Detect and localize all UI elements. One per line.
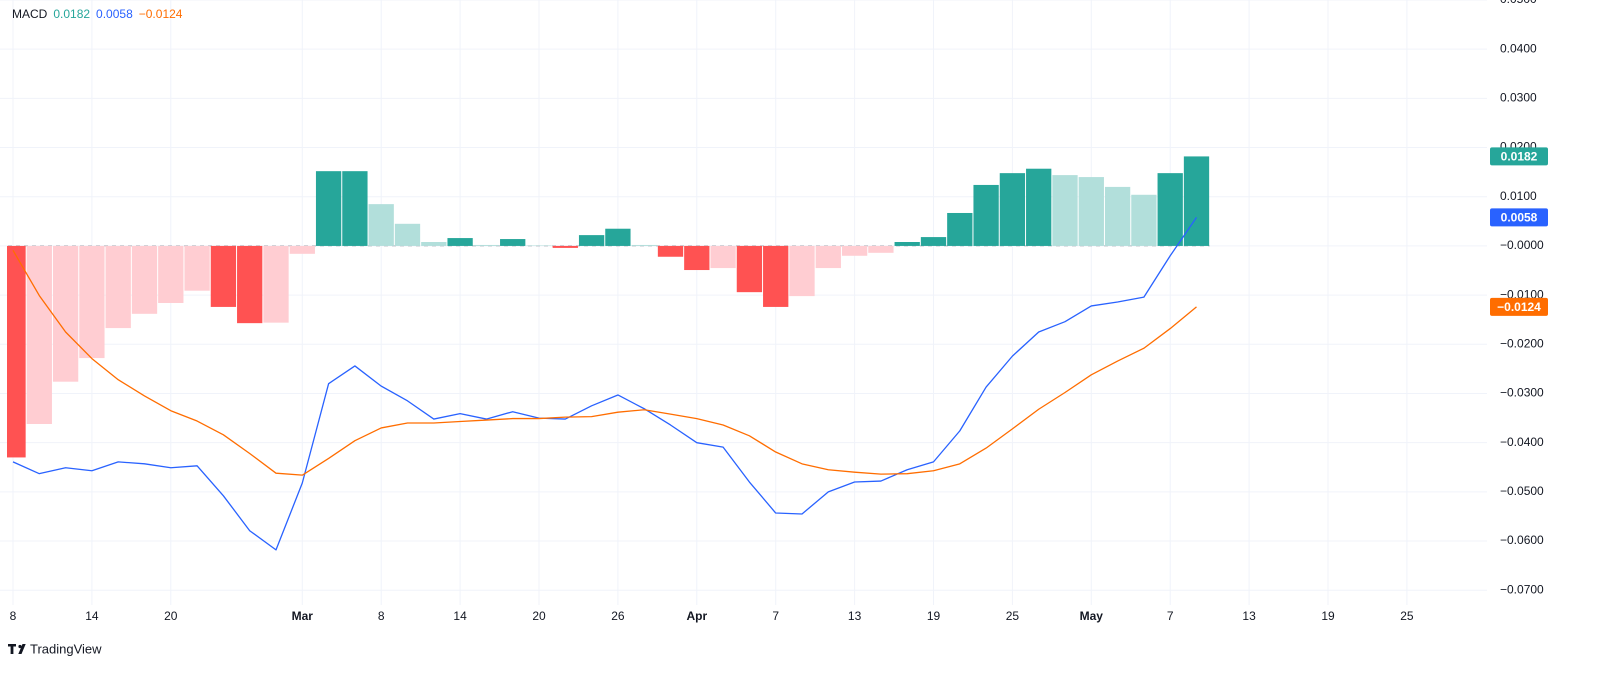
- logo-mark: [7, 644, 16, 654]
- histogram-bar: [841, 245, 868, 256]
- histogram-bar: [999, 173, 1026, 246]
- y-tick-label: 0.0100: [1500, 189, 1537, 203]
- histogram-bar: [526, 245, 552, 246]
- x-tick-label: 7: [772, 609, 779, 623]
- legend-title: MACD: [12, 7, 48, 21]
- histogram-bar: [184, 245, 210, 291]
- x-tick-label: Mar: [292, 609, 314, 623]
- price-badge-label: −0.0124: [1497, 300, 1541, 314]
- histogram-bar: [26, 245, 52, 424]
- histogram-bar: [237, 245, 263, 324]
- y-tick-label: −0.0000: [1500, 238, 1544, 252]
- y-tick-label: 0.0500: [1500, 0, 1537, 6]
- histogram-bar: [473, 244, 500, 246]
- histogram-bar: [920, 237, 947, 246]
- y-tick-label: −0.0700: [1500, 582, 1544, 596]
- price-badge-label: 0.0058: [1501, 211, 1538, 225]
- histogram-bar: [447, 238, 473, 246]
- price-badge: [1490, 297, 1548, 316]
- histogram-bar: [263, 245, 289, 323]
- histogram-bar: [868, 245, 894, 253]
- histogram-bar: [736, 245, 763, 293]
- histogram-bar: [631, 244, 657, 246]
- x-tick-label: 13: [1242, 609, 1256, 623]
- watermark: TradingView: [30, 641, 102, 656]
- histogram-bar: [7, 245, 26, 458]
- histogram-bar: [421, 242, 447, 246]
- logo-mark: [18, 644, 26, 654]
- histogram-bar: [973, 184, 999, 246]
- price-badge: [1490, 208, 1548, 227]
- x-tick-label: 13: [848, 609, 862, 623]
- x-tick-label: 19: [1321, 609, 1335, 623]
- x-tick-label: 26: [611, 609, 625, 623]
- x-tick-label: May: [1080, 609, 1104, 623]
- histogram-bar: [894, 242, 920, 246]
- histogram-bar: [1026, 168, 1052, 246]
- y-tick-label: 0.0300: [1500, 91, 1537, 105]
- histogram-bar: [947, 212, 973, 246]
- x-tick-label: 25: [1400, 609, 1414, 623]
- histogram-bar: [289, 245, 315, 254]
- histogram-bar: [394, 223, 421, 246]
- histogram-bar: [657, 245, 684, 257]
- x-tick-label: 20: [164, 609, 178, 623]
- y-tick-label: −0.0100: [1500, 287, 1544, 301]
- histogram-bar: [552, 245, 578, 248]
- histogram-bar: [315, 171, 342, 246]
- histogram-bar: [789, 245, 815, 297]
- legend-value: 0.0182: [53, 7, 90, 21]
- histogram-bar: [1131, 194, 1157, 246]
- histogram-bar: [131, 245, 158, 314]
- price-badge: [1490, 147, 1548, 166]
- x-tick-label: 8: [10, 609, 17, 623]
- logo: [7, 644, 26, 654]
- y-tick-label: −0.0200: [1500, 336, 1544, 350]
- y-tick-label: −0.0500: [1500, 484, 1544, 498]
- histogram-bar: [710, 245, 736, 269]
- histogram-bar: [763, 245, 789, 307]
- x-tick-label: 14: [85, 609, 99, 623]
- plot-area: [7, 156, 1210, 551]
- legend: MACD 0.0182 0.0058 −0.0124: [12, 7, 183, 21]
- x-tick-label: 7: [1167, 609, 1174, 623]
- x-tick-label: 19: [927, 609, 941, 623]
- histogram-bar: [500, 239, 526, 246]
- line-series: [12, 217, 1198, 551]
- histogram-bar: [158, 245, 184, 303]
- histogram-bar: [1104, 186, 1131, 246]
- price-badge-label: 0.0182: [1501, 150, 1538, 164]
- x-tick-label: 14: [453, 609, 467, 623]
- histogram-bar: [79, 245, 105, 359]
- y-tick-label: 0.0400: [1500, 41, 1537, 55]
- y-tick-label: −0.0600: [1500, 533, 1544, 547]
- histogram-bar: [368, 204, 394, 246]
- histogram-bar: [105, 245, 131, 329]
- histogram-bar: [815, 245, 841, 269]
- histogram-bar: [1052, 175, 1078, 246]
- histogram-bar: [605, 228, 631, 246]
- axes: 0.05000.04000.03000.02000.0100−0.0000−0.…: [10, 0, 1548, 623]
- histogram-bar: [52, 245, 79, 382]
- logo-mark: [18, 644, 22, 649]
- x-tick-label: 8: [378, 609, 385, 623]
- x-tick-label: Apr: [686, 609, 707, 623]
- x-tick-label: 20: [532, 609, 546, 623]
- histogram-bar: [578, 235, 605, 246]
- histogram-bar: [1078, 177, 1104, 246]
- y-tick-label: −0.0400: [1500, 435, 1544, 449]
- line-series: [12, 250, 1197, 476]
- y-tick-label: −0.0300: [1500, 386, 1544, 400]
- legend-value: 0.0058: [96, 7, 133, 21]
- histogram-bar: [210, 245, 237, 307]
- histogram-bar: [684, 245, 710, 271]
- x-tick-label: 25: [1006, 609, 1020, 623]
- histogram-bar: [342, 171, 368, 246]
- histogram-bar: [1157, 173, 1183, 246]
- legend-value: −0.0124: [139, 7, 183, 21]
- histogram-bar: [1183, 156, 1210, 246]
